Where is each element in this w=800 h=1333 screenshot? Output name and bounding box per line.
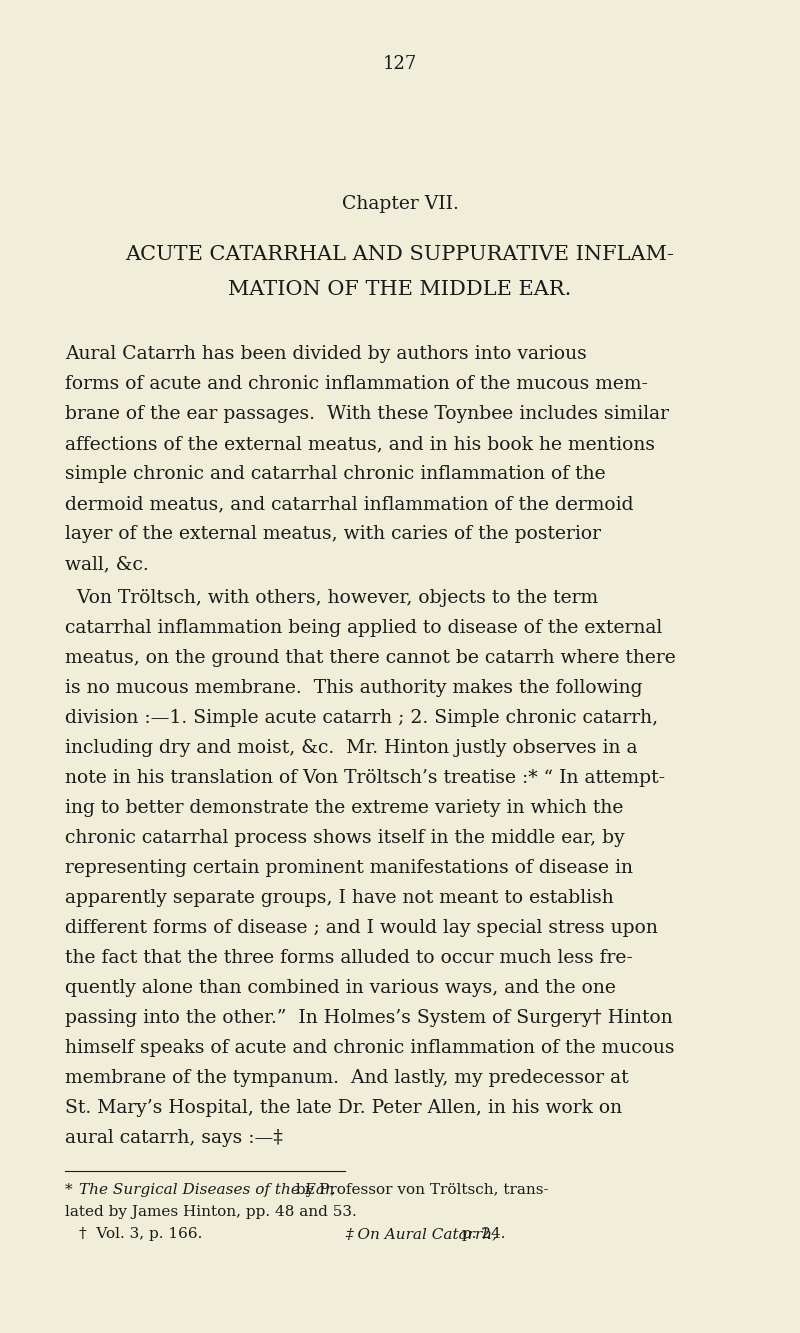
Text: different forms of disease ; and I would lay special stress upon: different forms of disease ; and I would… xyxy=(65,918,658,937)
Text: MATION OF THE MIDDLE EAR.: MATION OF THE MIDDLE EAR. xyxy=(228,280,572,299)
Text: by Professor von Tröltsch, trans-: by Professor von Tröltsch, trans- xyxy=(291,1182,549,1197)
Text: Von Tröltsch, with others, however, objects to the term: Von Tröltsch, with others, however, obje… xyxy=(65,589,598,607)
Text: catarrhal inflammation being applied to disease of the external: catarrhal inflammation being applied to … xyxy=(65,619,662,637)
Text: Aural Catarrh has been divided by authors into various: Aural Catarrh has been divided by author… xyxy=(65,345,586,363)
Text: chronic catarrhal process shows itself in the middle ear, by: chronic catarrhal process shows itself i… xyxy=(65,829,625,846)
Text: layer of the external meatus, with caries of the posterior: layer of the external meatus, with carie… xyxy=(65,525,601,543)
Text: forms of acute and chronic inflammation of the mucous mem-: forms of acute and chronic inflammation … xyxy=(65,375,648,393)
Text: affections of the external meatus, and in his book he mentions: affections of the external meatus, and i… xyxy=(65,435,655,453)
Text: representing certain prominent manifestations of disease in: representing certain prominent manifesta… xyxy=(65,858,633,877)
Text: himself speaks of acute and chronic inflammation of the mucous: himself speaks of acute and chronic infl… xyxy=(65,1038,674,1057)
Text: The Surgical Diseases of the Ear,: The Surgical Diseases of the Ear, xyxy=(79,1182,335,1197)
Text: ACUTE CATARRHAL AND SUPPURATIVE INFLAM-: ACUTE CATARRHAL AND SUPPURATIVE INFLAM- xyxy=(126,245,674,264)
Text: the fact that the three forms alluded to occur much less fre-: the fact that the three forms alluded to… xyxy=(65,949,633,966)
Text: simple chronic and catarrhal chronic inflammation of the: simple chronic and catarrhal chronic inf… xyxy=(65,465,606,483)
Text: note in his translation of Von Tröltsch’s treatise :* “ In attempt-: note in his translation of Von Tröltsch’… xyxy=(65,769,665,786)
Text: Chapter VII.: Chapter VII. xyxy=(342,195,458,213)
Text: dermoid meatus, and catarrhal inflammation of the dermoid: dermoid meatus, and catarrhal inflammati… xyxy=(65,495,634,513)
Text: including dry and moist, &c.  Mr. Hinton justly observes in a: including dry and moist, &c. Mr. Hinton … xyxy=(65,738,638,757)
Text: lated by James Hinton, pp. 48 and 53.: lated by James Hinton, pp. 48 and 53. xyxy=(65,1205,357,1218)
Text: division :—1. Simple acute catarrh ; 2. Simple chronic catarrh,: division :—1. Simple acute catarrh ; 2. … xyxy=(65,709,658,726)
Text: aural catarrh, says :—‡: aural catarrh, says :—‡ xyxy=(65,1129,282,1146)
Text: quently alone than combined in various ways, and the one: quently alone than combined in various w… xyxy=(65,978,616,997)
Text: is no mucous membrane.  This authority makes the following: is no mucous membrane. This authority ma… xyxy=(65,678,642,697)
Text: St. Mary’s Hospital, the late Dr. Peter Allen, in his work on: St. Mary’s Hospital, the late Dr. Peter … xyxy=(65,1098,622,1117)
Text: 127: 127 xyxy=(383,55,417,73)
Text: p. 24.: p. 24. xyxy=(457,1226,506,1241)
Text: *: * xyxy=(65,1182,78,1197)
Text: brane of the ear passages.  With these Toynbee includes similar: brane of the ear passages. With these To… xyxy=(65,405,669,423)
Text: passing into the other.”  In Holmes’s System of Surgery† Hinton: passing into the other.” In Holmes’s Sys… xyxy=(65,1009,673,1026)
Text: †  Vol. 3, p. 166.: † Vol. 3, p. 166. xyxy=(79,1226,202,1241)
Text: apparently separate groups, I have not meant to establish: apparently separate groups, I have not m… xyxy=(65,889,614,906)
Text: wall, &c.: wall, &c. xyxy=(65,555,149,573)
Text: ‡ On Aural Catarrh,: ‡ On Aural Catarrh, xyxy=(345,1226,497,1241)
Text: ing to better demonstrate the extreme variety in which the: ing to better demonstrate the extreme va… xyxy=(65,798,623,817)
Text: meatus, on the ground that there cannot be catarrh where there: meatus, on the ground that there cannot … xyxy=(65,649,676,666)
Text: membrane of the tympanum.  And lastly, my predecessor at: membrane of the tympanum. And lastly, my… xyxy=(65,1069,629,1086)
